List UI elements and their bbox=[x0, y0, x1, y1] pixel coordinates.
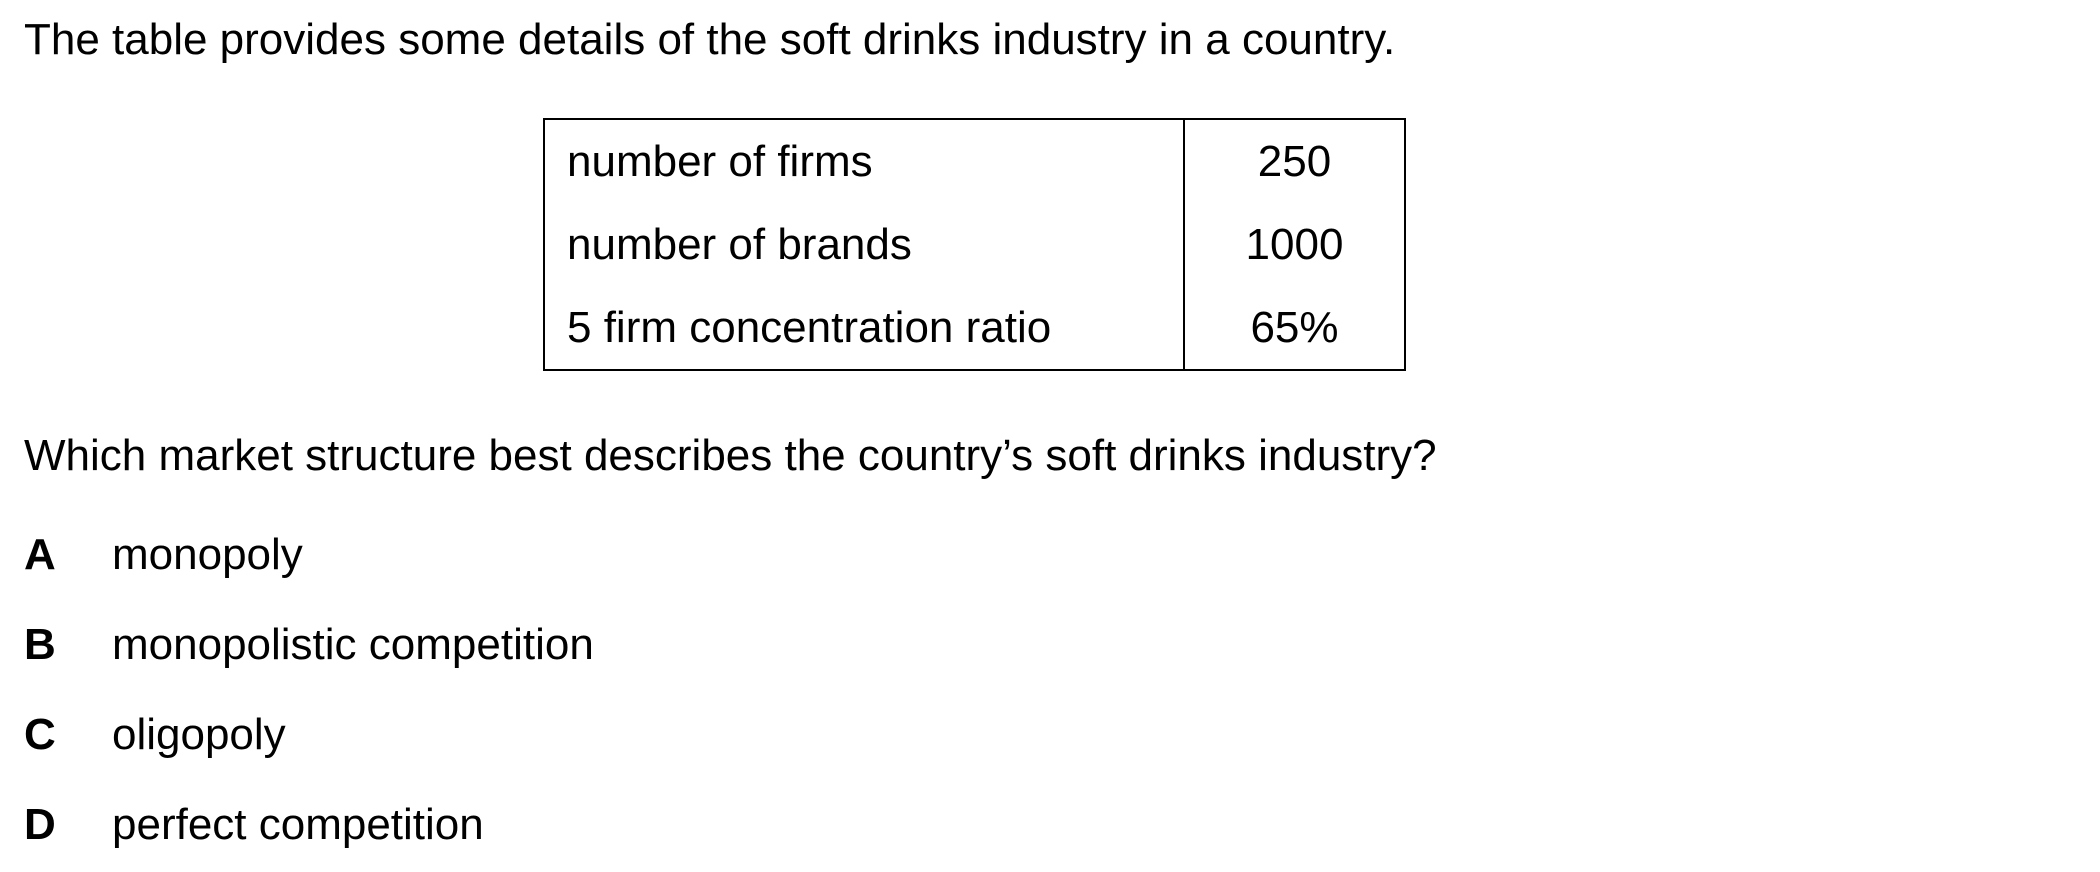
row-value: 65% bbox=[1250, 302, 1339, 352]
industry-details-table: number of firms 250 number of brands 100… bbox=[543, 118, 1406, 371]
option-letter: B bbox=[24, 620, 56, 669]
intro-text: The table provides some details of the s… bbox=[24, 15, 1396, 64]
option-text: perfect competition bbox=[112, 800, 484, 849]
table-row: 5 firm concentration ratio 65% bbox=[544, 286, 1405, 370]
option-text: monopolistic competition bbox=[112, 620, 594, 669]
table-row: number of firms 250 bbox=[544, 119, 1405, 203]
question-text: Which market structure best describes th… bbox=[24, 431, 1437, 480]
option-text: monopoly bbox=[112, 530, 303, 579]
option-letter: C bbox=[24, 710, 56, 759]
row-label: number of brands bbox=[544, 203, 1185, 286]
table-row: number of brands 1000 bbox=[544, 203, 1405, 286]
row-value: 1000 bbox=[1245, 219, 1344, 269]
option-text: oligopoly bbox=[112, 710, 286, 759]
row-value: 250 bbox=[1257, 136, 1332, 186]
option-letter: D bbox=[24, 800, 56, 849]
row-label: 5 firm concentration ratio bbox=[544, 286, 1185, 370]
option-letter: A bbox=[24, 530, 56, 579]
row-label: number of firms bbox=[544, 119, 1185, 203]
